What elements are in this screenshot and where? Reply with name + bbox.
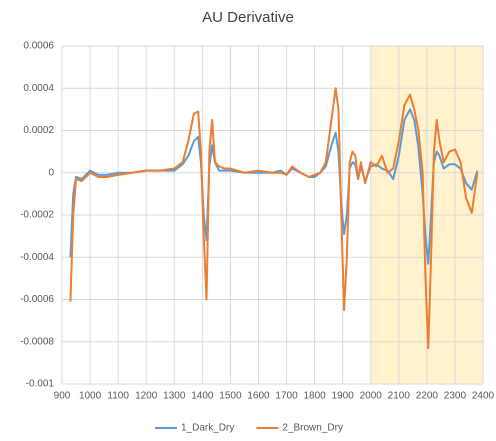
x-tick-label: 1200	[135, 391, 158, 402]
x-tick-label: 2400	[472, 391, 495, 402]
y-tick-label: 0	[48, 167, 54, 178]
legend-label: 1_Dark_Dry	[181, 423, 234, 434]
x-tick-label: 1400	[191, 391, 214, 402]
x-tick-label: 900	[54, 391, 71, 402]
x-tick-label: 2000	[360, 391, 383, 402]
x-tick-label: 1800	[303, 391, 326, 402]
y-tick-label: -0.0008	[20, 336, 54, 347]
x-tick-label: 2100	[388, 391, 411, 402]
y-tick-label: -0.0004	[20, 252, 54, 263]
y-tick-label: -0.001	[26, 379, 55, 390]
y-tick-label: 0.0004	[23, 83, 54, 94]
x-tick-label: 1900	[332, 391, 355, 402]
x-tick-label: 1500	[219, 391, 242, 402]
x-tick-label: 2300	[444, 391, 467, 402]
x-tick-label: 1000	[79, 391, 102, 402]
series-line	[69, 108, 479, 265]
x-tick-label: 2200	[416, 391, 439, 402]
chart-title: AU Derivative	[202, 9, 294, 26]
legend-label: 2_Brown_Dry	[282, 423, 343, 434]
y-tick-label: 0.0002	[23, 125, 54, 136]
y-tick-label: 0.0006	[23, 41, 54, 52]
series-line	[69, 87, 479, 350]
y-tick-label: -0.0006	[20, 294, 54, 305]
x-tick-label: 1700	[275, 391, 298, 402]
x-tick-label: 1300	[163, 391, 186, 402]
y-tick-label: -0.0002	[20, 210, 54, 221]
x-tick-label: 1600	[247, 391, 270, 402]
x-tick-label: 1100	[107, 391, 129, 402]
